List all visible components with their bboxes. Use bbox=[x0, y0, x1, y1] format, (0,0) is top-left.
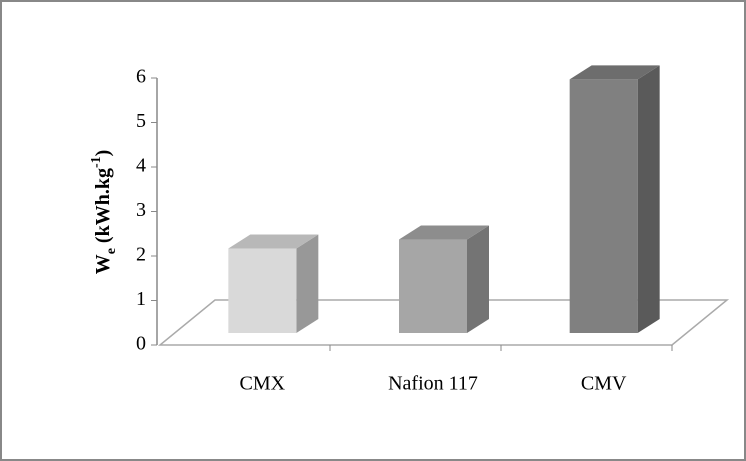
y-tick-label: 2 bbox=[136, 244, 146, 266]
bar-side bbox=[296, 234, 319, 333]
bar bbox=[399, 239, 467, 333]
y-tick-label: 0 bbox=[136, 333, 146, 355]
y-tick-label: 3 bbox=[136, 199, 146, 221]
bar-side bbox=[467, 225, 489, 333]
x-tick-label: Nafion 117 bbox=[388, 373, 478, 395]
y-axis-label-part: (kWh.kg bbox=[92, 168, 114, 248]
y-tick-label: 6 bbox=[136, 66, 146, 88]
y-axis-label-part: W bbox=[92, 254, 114, 274]
y-tick-label: 5 bbox=[136, 110, 146, 132]
bar-top bbox=[399, 225, 489, 240]
x-tick-label: CMV bbox=[581, 373, 627, 395]
x-tick-label: CMX bbox=[240, 373, 286, 395]
bar-top bbox=[228, 234, 319, 249]
y-tick-label: 1 bbox=[136, 288, 146, 310]
y-axis-label: We (kWh.kg-1) bbox=[89, 150, 119, 275]
y-axis-label-part: e bbox=[104, 248, 119, 254]
bar-side bbox=[637, 65, 660, 333]
bar-top bbox=[569, 65, 660, 80]
y-axis-label-part: -1 bbox=[89, 156, 104, 168]
bar bbox=[569, 79, 638, 333]
bar bbox=[228, 248, 297, 333]
y-axis-label-part: ) bbox=[92, 150, 114, 157]
y-tick-label: 4 bbox=[136, 155, 146, 177]
